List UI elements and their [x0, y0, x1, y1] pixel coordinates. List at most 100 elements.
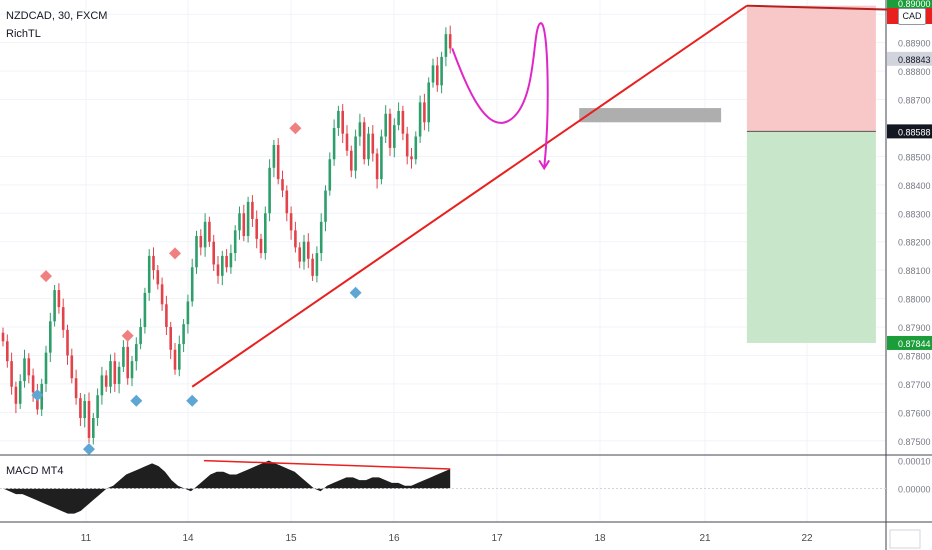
candle [410, 147, 413, 169]
candle-body [259, 238, 263, 254]
candle [418, 95, 422, 144]
candle [384, 105, 387, 144]
price-tick-label: 0.88900 [898, 39, 931, 49]
candle [1, 327, 5, 347]
candle [66, 324, 69, 365]
candle-body [147, 255, 151, 293]
candle [358, 113, 362, 146]
candle [109, 354, 112, 394]
candle-body [122, 346, 125, 367]
candle [414, 131, 418, 165]
candle-body [414, 136, 418, 160]
candle-body [444, 34, 448, 57]
candle-body [160, 284, 164, 305]
candle-body [367, 133, 370, 160]
candle [233, 225, 237, 262]
candle-body [6, 341, 9, 362]
candle [122, 340, 125, 372]
candle-body [87, 400, 91, 438]
candle [448, 25, 452, 54]
time-axis[interactable]: 11 14 15 16 17 18 21 22 [81, 529, 921, 549]
projection-path [451, 22, 549, 169]
currency-badge[interactable]: CAD [898, 8, 926, 25]
candle [117, 361, 121, 394]
price-tag-label: 0.87844 [898, 339, 931, 349]
price-tick-label: 0.87700 [898, 380, 931, 390]
candle [27, 353, 31, 384]
candle-body [135, 344, 138, 362]
candle [92, 412, 95, 445]
candle [14, 381, 18, 414]
candle [302, 234, 306, 270]
candle-body [190, 267, 194, 302]
candle-body [23, 358, 26, 382]
price-tag-label: 0.88588 [898, 127, 931, 137]
candle-body [324, 190, 327, 222]
candle [96, 388, 99, 426]
candle-body [221, 255, 224, 276]
candle-body [388, 113, 392, 148]
candle-body [126, 346, 129, 379]
candle [10, 352, 13, 395]
price-tick-label: 0.87500 [898, 437, 931, 447]
price-tag-bg [887, 0, 932, 10]
candle-body [96, 395, 99, 419]
price-axis[interactable]: 0.89000 0.88900 0.88800 0.88700 0.88500 0.884… [887, 0, 932, 495]
candle-body [289, 213, 293, 231]
candle [401, 105, 405, 141]
candle-body [393, 125, 396, 148]
candle-body [397, 110, 400, 126]
price-tick-label: 0.88700 [898, 96, 931, 106]
candle [255, 210, 258, 249]
price-tag-bg [887, 124, 932, 139]
candle-body [319, 221, 323, 254]
candle [130, 356, 134, 387]
symbol-legend[interactable]: NZDCAD, 30, FXCM [6, 10, 108, 22]
pivot-high-marker [169, 247, 181, 260]
pivot-markers [31, 122, 362, 456]
time-tick-label: 15 [285, 533, 297, 544]
candle [143, 287, 147, 334]
candle-body [182, 324, 185, 345]
candle [18, 374, 22, 409]
indicator-legend[interactable]: RichTL [6, 28, 41, 40]
candle-body [18, 381, 22, 404]
candle-body [410, 156, 413, 160]
candle [208, 216, 211, 247]
candle-body [302, 241, 306, 262]
candle [87, 392, 91, 444]
macd-legend[interactable]: MACD MT4 [6, 465, 64, 477]
candle-body [10, 361, 13, 387]
candle [328, 152, 332, 196]
candles [1, 25, 452, 445]
price-tag-bg [887, 335, 932, 350]
candle [431, 58, 435, 88]
candle [319, 213, 323, 262]
candle-body [375, 153, 379, 180]
candle [427, 77, 430, 132]
candle-body [427, 82, 430, 123]
candle [251, 195, 254, 227]
candle-body [264, 213, 267, 254]
candle-body [14, 386, 18, 404]
candle-body [1, 332, 5, 342]
candle [49, 312, 52, 363]
candle-body [350, 150, 353, 171]
price-tag-label: 0.88843 [898, 55, 931, 65]
candle [281, 170, 284, 198]
candle [225, 249, 228, 273]
time-tick-label: 16 [388, 533, 400, 544]
candle [156, 265, 160, 290]
candle [242, 204, 246, 242]
candle-body [203, 221, 207, 248]
arrow-head [538, 159, 551, 171]
candle [294, 221, 297, 253]
candle-body [332, 127, 336, 160]
candle-body [307, 241, 310, 259]
candle [371, 125, 375, 162]
price-tick-label: 0.88300 [898, 209, 931, 219]
price-tag: 0.88588 [887, 124, 932, 139]
candle-body [100, 375, 104, 396]
price-tick-label: 0.88800 [898, 67, 931, 77]
